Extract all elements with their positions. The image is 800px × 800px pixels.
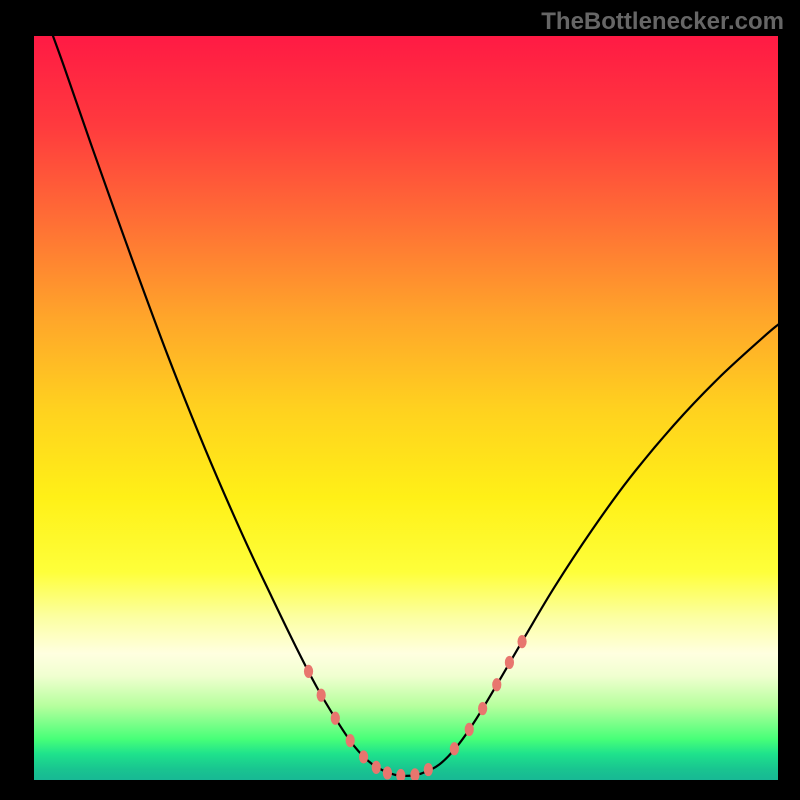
data-marker	[304, 665, 313, 678]
data-marker	[492, 678, 501, 691]
data-marker	[331, 712, 340, 725]
data-marker	[517, 635, 526, 648]
data-marker	[359, 750, 368, 763]
data-marker	[465, 723, 474, 736]
data-marker	[450, 742, 459, 755]
gradient-background	[34, 36, 778, 780]
data-marker	[317, 689, 326, 702]
plot-area	[34, 36, 778, 780]
data-marker	[478, 702, 487, 715]
chart-svg	[34, 36, 778, 780]
data-marker	[346, 734, 355, 747]
chart-frame: TheBottlenecker.com	[0, 0, 800, 800]
data-marker	[424, 763, 433, 776]
data-marker	[383, 766, 392, 779]
data-marker	[505, 656, 514, 669]
data-marker	[372, 761, 381, 774]
watermark-text: TheBottlenecker.com	[541, 8, 784, 36]
